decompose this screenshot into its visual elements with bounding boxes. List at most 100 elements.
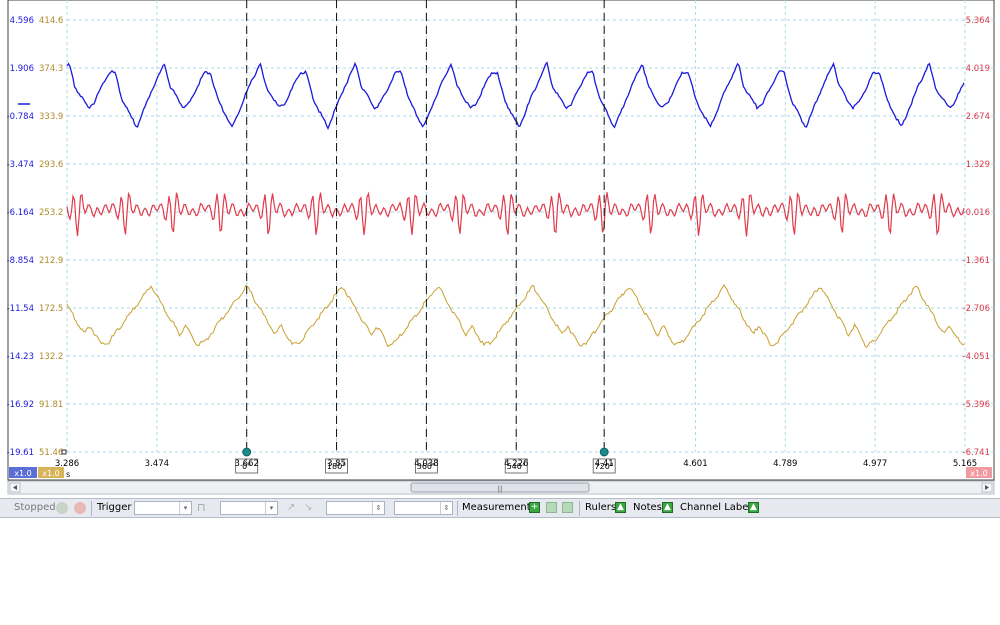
trigger-time-input[interactable]: ⇕ [394,501,453,515]
ruler-label: 720° [595,462,614,471]
channel-b-tick-label: 132.2 [39,352,63,362]
notes-toggle-button[interactable]: ▲ [662,502,673,513]
channel-b-tick-label: 172.5 [39,304,63,314]
channel-b-tick-label: 333.9 [39,112,63,122]
chevron-down-icon: ▾ [179,502,191,514]
channel-b-tick-label: 212.9 [39,256,63,266]
channel-c-tick-label: 1.329 [966,160,990,170]
ruler-label-box[interactable] [235,458,259,474]
rising-edge-icon[interactable]: ↗ [287,502,296,513]
channel-a-tick-label: -11.54 [7,304,34,314]
channel-a-scale-label: x1.0 [14,469,31,478]
time-tick-label: 4.038 [414,459,438,469]
bottom-toolbar: Stopped Trigger ▾ ⊓ ▾ ↗ ↘ ⇕ ⇕ Measuremen… [0,498,1000,518]
time-tick-label: 4.977 [863,459,887,469]
channel-labels-toggle-button[interactable]: ▲ [748,502,759,513]
ruler-label: 0° [242,462,251,471]
toolbar-divider [91,501,92,516]
ruler-label-box[interactable] [414,458,438,474]
time-tick-label: 4.41 [595,459,614,469]
channel-a-axis: 4.596 1.906 -0.784 -3.474 -6.164 -8.854 -11.54… [7,16,34,458]
ruler-handle[interactable] [242,447,252,457]
rulers: 0° 180° 360° 540° 720° [235,0,616,474]
channel-b-tick-label: 374.3 [39,64,63,74]
rulers-toggle-button[interactable]: ▲ [615,502,626,513]
grid [66,0,994,453]
time-tick-label: 4.226 [504,459,528,469]
channel-a-tick-label: -16.92 [7,400,34,410]
time-tick-label: 3.474 [145,459,169,469]
channel-c-scale-label: x1.0 [970,469,987,478]
channel-c-tick-label: -2.706 [963,304,990,314]
channel-c-tick-label: -1.361 [963,256,990,266]
chevron-right-icon [985,485,989,490]
ruler-label: 540° [507,462,526,471]
stop-button[interactable] [74,502,86,514]
channel-a-scale-badge[interactable] [9,467,37,478]
chevron-down-icon: ▾ [265,502,277,514]
channel-c-tick-label: 4.019 [966,64,990,74]
channel-a-tick-label: 4.596 [10,16,34,26]
stepper-icon: ⇕ [372,502,384,514]
time-tick-label: 4.789 [773,459,797,469]
channel-c-tick-label: -0.016 [963,208,990,218]
channel-b-axis: 414.6 374.3 333.9 293.6 253.2 212.9 172.5 132.2… [39,16,63,458]
channel-a-tick-label: 1.906 [10,64,34,74]
rulers-label: Rulers [585,502,617,513]
ruler-handle[interactable] [599,447,609,457]
scroll-thumb-grip: || [498,485,503,493]
channel-b-scale-badge[interactable] [38,467,64,478]
toolbar-divider [457,501,458,516]
time-tick-label: 3.662 [235,459,259,469]
trigger-mode-select[interactable]: ▾ [134,501,192,515]
waveform-traces [66,61,965,349]
channel-c-tick-label: -5.396 [963,400,990,410]
channel-c-trace [66,191,965,237]
time-tick-label: 5.165 [953,459,977,469]
trigger-source-select[interactable]: ▾ [220,501,278,515]
channel-b-trace [66,284,965,349]
time-tick-label: 3.286 [55,459,79,469]
falling-edge-icon[interactable]: ↘ [304,502,313,513]
delete-measurement-button[interactable] [562,502,573,513]
channel-c-tick-label: -4.051 [963,352,990,362]
ruler-label-box[interactable] [504,458,528,474]
stepper-icon: ⇕ [440,502,452,514]
scroll-thumb[interactable] [410,482,590,493]
toolbar-divider [579,501,580,516]
time-tick-label: 4.601 [683,459,707,469]
trigger-level-input[interactable]: ⇕ [326,501,385,515]
plot-frame [7,0,995,481]
channel-a-trace [66,61,965,130]
status-label: Stopped [14,502,56,513]
channel-a-tick-label: -0.784 [7,112,34,122]
notes-label: Notes [633,502,662,513]
channel-a-tick-label: -8.854 [7,256,34,266]
edit-measurement-button[interactable] [546,502,557,513]
ruler-label-box[interactable] [592,458,616,474]
time-unit-label: s [66,470,70,479]
channel-c-axis: 5.364 4.019 2.674 1.329 -0.016 -1.361 -2.706 -4… [963,16,990,458]
channel-b-tick-label: 293.6 [39,160,63,170]
time-tick-label: 3.85 [327,459,346,469]
channel-b-scale-label: x1.0 [42,469,59,478]
channel-b-tick-label: 51.46 [39,448,63,458]
trigger-label: Trigger [97,502,132,513]
channel-c-scale-badge[interactable] [966,467,992,478]
ruler-label-box[interactable] [325,458,348,474]
add-measurement-button[interactable]: + [529,502,540,513]
channel-c-tick-label: 2.674 [966,112,990,122]
channel-b-tick-label: 253.2 [39,208,63,218]
ruler-label: 360° [417,462,436,471]
time-origin-marker [61,449,67,455]
channel-labels-label: Channel Labels [680,502,757,513]
channel-a-tick-label: -19.61 [7,448,34,458]
ruler-label: 180° [327,462,346,471]
chevron-left-icon [13,485,17,490]
channel-b-tick-label: 414.6 [39,16,63,26]
play-button[interactable] [56,502,68,514]
channel-c-tick-label: -6.741 [963,448,990,458]
time-axis: 3.286 3.474 3.662 3.85 4.038 4.226 4.41 4.601 4.… [55,449,977,479]
trigger-edge-icon[interactable]: ⊓ [197,501,206,514]
